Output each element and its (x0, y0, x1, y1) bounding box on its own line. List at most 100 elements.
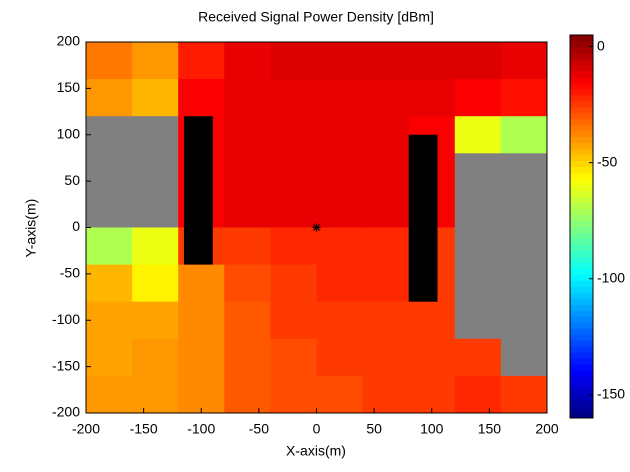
colorbar-band (570, 340, 593, 347)
heat-cell (224, 264, 271, 303)
heat-cell (316, 116, 364, 154)
colorbar-band (570, 142, 593, 150)
heat-cell (316, 190, 364, 228)
heat-cell (362, 79, 410, 117)
heat-cell (224, 301, 271, 340)
colorbar-band (570, 196, 593, 204)
heat-cell (362, 264, 410, 303)
heat-cell (316, 42, 364, 80)
heat-cell (178, 338, 225, 377)
x-tick-label: 150 (478, 421, 502, 437)
colorbar-band (570, 394, 593, 401)
heat-cell (132, 264, 179, 303)
heat-cell (362, 190, 410, 228)
heat-cell (454, 79, 502, 117)
heat-cell (178, 42, 225, 80)
heat-cell (178, 264, 225, 303)
colorbar-band (570, 40, 593, 48)
heat-cell (454, 301, 502, 340)
y-tick-label: 150 (57, 79, 81, 95)
colorbar-band (570, 280, 593, 287)
colorbar-band (570, 202, 593, 210)
colorbar-band (570, 298, 593, 305)
y-tick-label: -150 (52, 357, 80, 373)
heat-cell (454, 153, 502, 191)
x-axis-label: X-axis(m) (286, 443, 346, 459)
heat-cell (132, 227, 179, 266)
heat-cell (362, 227, 410, 266)
heat-cell (362, 42, 410, 80)
colorbar-band (570, 364, 593, 371)
colorbar-band (570, 304, 593, 311)
colorbar-band (570, 172, 593, 180)
x-tick-label: 50 (366, 421, 382, 437)
heat-cell (270, 227, 317, 266)
colorbar-band (570, 124, 593, 132)
colorbar-band (570, 352, 593, 359)
heat-cell (270, 42, 317, 80)
heat-cell (86, 301, 133, 340)
heat-cell (408, 338, 456, 377)
colorbar-band (570, 148, 593, 156)
heat-cell (454, 116, 502, 154)
colorbar-band (570, 316, 593, 323)
heat-cell (132, 190, 179, 228)
colorbar-band (570, 88, 593, 96)
heat-cell (500, 375, 548, 414)
heat-cell (500, 116, 548, 154)
heat-cell (362, 301, 410, 340)
heat-cell (86, 338, 133, 377)
heat-cell (316, 264, 364, 303)
heat-cell (86, 375, 133, 414)
heat-cell (408, 375, 456, 414)
heat-cell (132, 338, 179, 377)
y-tick-label: 100 (57, 125, 81, 141)
heat-cell (224, 79, 271, 117)
y-tick-label: 0 (72, 218, 80, 234)
heat-cell (224, 42, 271, 80)
colorbar-band (570, 286, 593, 293)
heat-cell (500, 301, 548, 340)
heat-cell (362, 375, 410, 414)
colorbar-band (570, 160, 593, 168)
heat-cell (270, 338, 317, 377)
building (408, 134, 438, 302)
heat-cell (132, 79, 179, 117)
x-tick-label: -150 (130, 421, 158, 437)
colorbar-band (570, 334, 593, 341)
colorbar-band (570, 35, 593, 42)
colorbar-band (570, 406, 593, 413)
heat-cell (270, 116, 317, 154)
colorbar-band (570, 274, 593, 281)
heat-cell (500, 227, 548, 266)
y-tick-label: -50 (60, 265, 80, 281)
heat-cell (86, 42, 133, 80)
colorbar-band (570, 52, 593, 60)
chart-title: Received Signal Power Density [dBm] (198, 9, 434, 25)
x-tick-label: -100 (187, 421, 215, 437)
colorbar-tick-label: -150 (597, 385, 625, 401)
heat-cell (270, 375, 317, 414)
heat-cell (224, 153, 271, 191)
x-tick-label: 0 (313, 421, 321, 437)
heat-cell (224, 116, 271, 154)
heat-cell (454, 42, 502, 80)
colorbar-band (570, 184, 593, 192)
heat-cell (454, 375, 502, 414)
colorbar-band (570, 328, 593, 335)
heat-cell (316, 301, 364, 340)
y-tick-label: -100 (52, 311, 80, 327)
colorbar-band (570, 118, 593, 126)
heat-cell (224, 190, 271, 228)
colorbar-band (570, 244, 593, 251)
heat-cell (316, 153, 364, 191)
colorbar-band (570, 64, 593, 72)
colorbar-tick-label: -100 (597, 269, 625, 285)
colorbar-band (570, 256, 593, 263)
colorbar-frame (569, 34, 594, 419)
x-tick-label: -200 (72, 421, 100, 437)
colorbar-band (570, 376, 593, 383)
heat-cell (132, 375, 179, 414)
colorbar-band (570, 220, 593, 227)
